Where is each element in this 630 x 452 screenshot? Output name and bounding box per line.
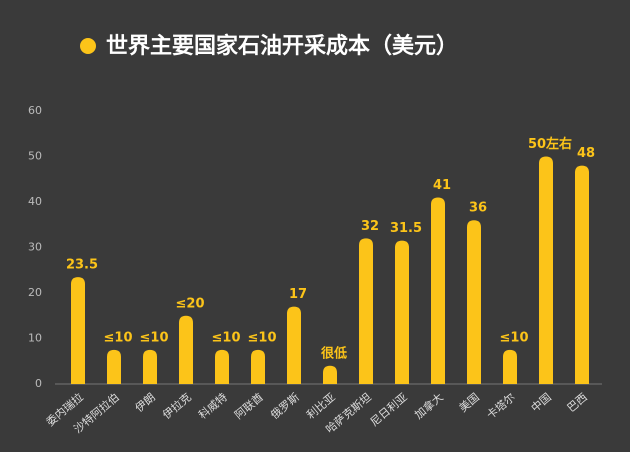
value-label: 23.5 [66, 258, 98, 273]
y-tick-label: 10 [28, 332, 42, 345]
title-dot [80, 38, 96, 54]
y-tick-label: 60 [28, 104, 42, 117]
value-label: ≤10 [212, 330, 241, 345]
bar [467, 220, 481, 384]
y-tick-label: 40 [28, 195, 42, 208]
bar [503, 349, 517, 384]
chart-title: 世界主要国家石油开采成本（美元） [106, 33, 458, 59]
bar [287, 306, 301, 384]
value-label: ≤10 [248, 330, 277, 345]
bar [395, 240, 409, 384]
bar [359, 238, 373, 384]
value-label: 50左右 [528, 136, 572, 152]
bar [323, 365, 337, 384]
bar [431, 197, 445, 384]
y-tick-label: 30 [28, 241, 42, 254]
bar [251, 349, 265, 384]
value-label: 32 [361, 219, 379, 234]
bar [539, 156, 553, 384]
y-tick-label: 50 [28, 150, 42, 163]
value-label: 48 [577, 146, 595, 161]
value-label: 很低 [321, 345, 347, 361]
value-label: ≤10 [140, 330, 169, 345]
bar [107, 349, 121, 384]
y-tick-label: 0 [35, 377, 42, 390]
value-label: 41 [433, 178, 451, 193]
value-label: 36 [469, 201, 487, 216]
value-label: ≤10 [104, 330, 133, 345]
bar [71, 277, 85, 384]
value-label: ≤20 [176, 296, 205, 311]
value-label: 17 [289, 287, 307, 302]
bar [179, 315, 193, 384]
bar [143, 349, 157, 384]
value-label: 31.5 [390, 221, 422, 236]
value-label: ≤10 [500, 330, 529, 345]
bar [215, 349, 229, 384]
bar [575, 165, 589, 384]
y-tick-label: 20 [28, 286, 42, 299]
